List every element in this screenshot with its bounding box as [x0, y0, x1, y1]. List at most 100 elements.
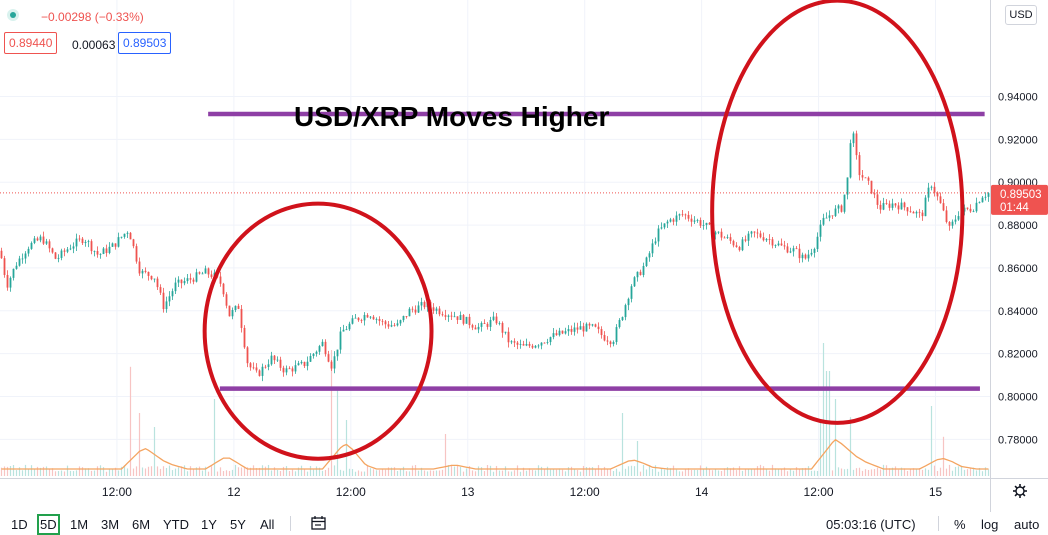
candle-body [342, 329, 345, 332]
candle-body [72, 246, 75, 249]
candle-body [735, 245, 738, 248]
volume-bar [255, 467, 258, 476]
volume-bar [108, 468, 111, 476]
currency-badge[interactable]: USD [1005, 5, 1037, 25]
candle-body [882, 203, 885, 210]
candle-body [981, 197, 984, 203]
settings-gear-icon[interactable] [1013, 484, 1027, 498]
volume-bar [27, 468, 30, 476]
volume-bar [651, 469, 654, 476]
candle-body [534, 345, 537, 348]
candle-body [573, 327, 576, 332]
candle-body [609, 341, 612, 345]
log-toggle[interactable]: log [981, 517, 999, 532]
candle-body [45, 241, 48, 244]
candle-body [729, 237, 732, 241]
volume-bar [684, 469, 687, 476]
volume-bar [660, 468, 663, 476]
x-tick-label: 12:00 [102, 485, 132, 499]
candle-body [87, 241, 90, 242]
volume-bar [159, 468, 162, 476]
volume-bar [735, 470, 738, 476]
candle-body [276, 359, 279, 361]
volume-bar [429, 470, 432, 476]
range-5y[interactable]: 5Y [230, 517, 246, 532]
volume-bar [204, 466, 207, 476]
volume-bar [348, 468, 351, 476]
candle-body [846, 177, 849, 195]
volume-bar [573, 468, 576, 476]
volume-bar [399, 469, 402, 476]
range-1d[interactable]: 1D [11, 517, 28, 532]
auto-toggle[interactable]: auto [1014, 517, 1040, 532]
symbol-status-icon[interactable] [6, 8, 20, 25]
chart-area[interactable]: 0.940000.920000.900000.880000.860000.840… [0, 0, 1048, 512]
volume-bar [762, 466, 765, 476]
volume-bar [693, 469, 696, 476]
volume-bar [381, 468, 384, 476]
volume-bar [15, 470, 18, 476]
candle-body [159, 287, 162, 293]
candle-body [876, 194, 879, 205]
volume-bar [273, 467, 276, 476]
volume-bar [420, 467, 423, 476]
volume-bar [528, 468, 531, 476]
candle-body [771, 239, 774, 246]
range-5d[interactable]: 5D [37, 514, 60, 535]
candle-body [324, 341, 327, 355]
candle-body [549, 337, 552, 343]
candle-body [3, 258, 6, 275]
volume-bar [612, 471, 615, 476]
volume-bar [480, 467, 483, 476]
ask-price-box[interactable]: 0.89503 [118, 32, 172, 54]
volume-bar [636, 441, 639, 476]
calendar-range-icon[interactable] [310, 515, 328, 532]
range-all[interactable]: All [260, 517, 275, 532]
bid-price-box[interactable]: 0.89440 [4, 32, 58, 54]
range-1m[interactable]: 1M [70, 517, 89, 532]
candle-body [648, 253, 651, 258]
range-3m[interactable]: 3M [101, 517, 120, 532]
candle-body [582, 326, 585, 332]
candle-body [198, 272, 201, 274]
candle-body [819, 224, 822, 237]
candle-body [414, 309, 417, 313]
candle-body [171, 291, 174, 297]
volume-bar [345, 420, 348, 476]
volume-bar [447, 465, 450, 476]
volume-bar [585, 466, 588, 476]
candle-body [501, 323, 504, 333]
utc-clock[interactable]: 05:03:16 (UTC) [826, 517, 916, 532]
volume-bar [846, 468, 849, 476]
volume-bar [555, 469, 558, 476]
candle-body [555, 333, 558, 336]
candle-body [540, 342, 543, 346]
volume-bar [900, 467, 903, 476]
candle-body [312, 353, 315, 357]
volume-bar [387, 467, 390, 476]
candle-body [129, 232, 132, 240]
range-1y[interactable]: 1Y [201, 517, 217, 532]
candle-body [273, 355, 276, 361]
candle-body [318, 346, 321, 352]
volume-bar [90, 470, 93, 476]
volume-bar [945, 468, 948, 476]
volume-bar [837, 467, 840, 476]
volume-bar [558, 468, 561, 476]
y-tick-label: 0.84000 [998, 306, 1038, 318]
volume-bar [474, 471, 477, 476]
volume-bar [291, 469, 294, 476]
volume-bar [699, 465, 702, 476]
candle-body [303, 361, 306, 367]
volume-bar [960, 465, 963, 476]
volume-bar [18, 467, 21, 476]
volume-bar [156, 466, 159, 476]
candle-body [903, 202, 906, 208]
volume-bar [450, 464, 453, 476]
candle-body [669, 219, 672, 222]
candle-body [12, 268, 15, 278]
range-ytd[interactable]: YTD [163, 517, 189, 532]
range-6m[interactable]: 6M [132, 517, 151, 532]
percent-toggle[interactable]: % [954, 517, 966, 532]
volume-bar [720, 470, 723, 476]
